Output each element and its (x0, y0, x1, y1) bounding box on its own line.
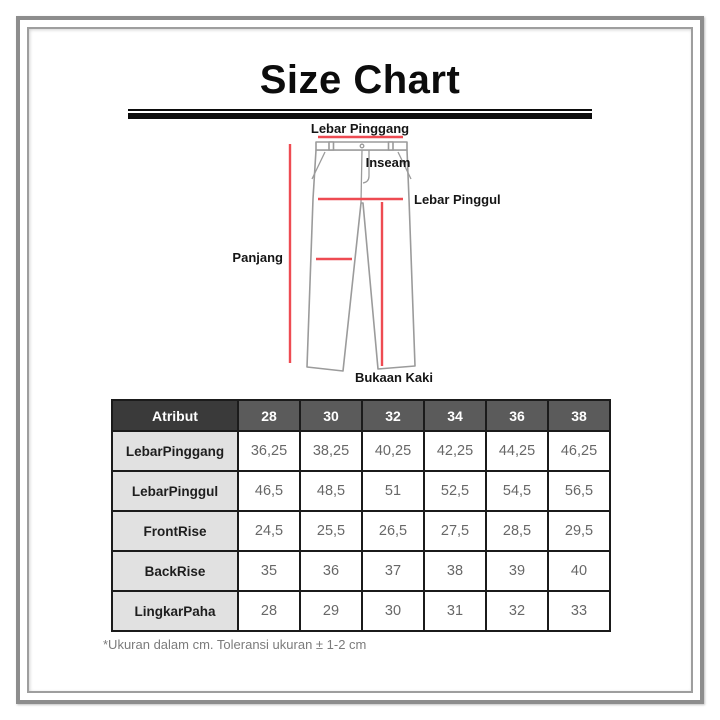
table-header-row: Atribut 28 30 32 34 36 38 (111, 399, 611, 432)
pocket-right (397, 151, 412, 180)
size-value-cell: 33 (547, 590, 611, 632)
size-tolerance-note: *Ukuran dalam cm. Toleransi ukuran ± 1-2… (103, 637, 367, 652)
column-header-size-36: 36 (485, 399, 549, 432)
table-row-lebarpinggul: LebarPinggul 46,5 48,5 51 52,5 54,5 56,5 (111, 470, 611, 512)
inseam-label: Inseam (366, 155, 411, 170)
row-label: FrontRise (111, 510, 239, 552)
table-row-lingkarpaha: LingkarPaha 28 29 30 31 32 33 (111, 590, 611, 632)
pants-diagram-svg: Lebar Pinggang Inseam Lebar Pinggul Panj… (232, 122, 501, 385)
size-value-cell: 44,25 (485, 430, 549, 472)
pants-measurement-diagram: Lebar Pinggang Inseam Lebar Pinggul Panj… (30, 122, 690, 394)
row-label: BackRise (111, 550, 239, 592)
size-value-cell: 38 (423, 550, 487, 592)
size-value-cell: 26,5 (361, 510, 425, 552)
column-header-size-32: 32 (361, 399, 425, 432)
content-area: Size Chart (30, 30, 690, 690)
size-value-cell: 56,5 (547, 470, 611, 512)
size-value-cell: 51 (361, 470, 425, 512)
size-value-cell: 35 (237, 550, 301, 592)
size-value-cell: 46,25 (547, 430, 611, 472)
fly-line (362, 150, 370, 184)
size-value-cell: 25,5 (299, 510, 363, 552)
waist-button (359, 143, 365, 149)
hip-label: Lebar Pinggul (414, 192, 501, 207)
inner-frame-border (27, 27, 693, 693)
outer-frame-border (16, 16, 704, 704)
size-value-cell: 28 (237, 590, 301, 632)
length-label: Panjang (232, 250, 283, 265)
divider-thin-line (128, 109, 592, 111)
center-seam (360, 149, 363, 204)
title-divider (128, 109, 592, 119)
size-value-cell: 38,25 (299, 430, 363, 472)
size-value-cell: 24,5 (237, 510, 301, 552)
table-row-frontrise: FrontRise 24,5 25,5 26,5 27,5 28,5 29,5 (111, 510, 611, 552)
measurement-lines (288, 135, 403, 366)
table-row-backrise: BackRise 35 36 37 38 39 40 (111, 550, 611, 592)
size-value-cell: 40,25 (361, 430, 425, 472)
belt-loop-right (387, 141, 394, 151)
pocket-left (311, 151, 326, 180)
size-value-cell: 42,25 (423, 430, 487, 472)
pants-outline (306, 141, 416, 372)
leg-opening-label: Bukaan Kaki (355, 370, 433, 385)
row-label: LebarPinggul (111, 470, 239, 512)
size-value-cell: 32 (485, 590, 549, 632)
size-value-cell: 31 (423, 590, 487, 632)
belt-loop-left (328, 141, 335, 151)
size-value-cell: 39 (485, 550, 549, 592)
size-table: Atribut 28 30 32 34 36 38 LebarPinggang … (111, 399, 611, 632)
size-value-cell: 36,25 (237, 430, 301, 472)
size-value-cell: 27,5 (423, 510, 487, 552)
pants-details (311, 143, 412, 204)
column-header-attribute: Atribut (111, 399, 239, 432)
size-value-cell: 54,5 (485, 470, 549, 512)
size-value-cell: 28,5 (485, 510, 549, 552)
size-value-cell: 29 (299, 590, 363, 632)
row-label: LebarPinggang (111, 430, 239, 472)
page-title: Size Chart (259, 58, 461, 102)
size-value-cell: 37 (361, 550, 425, 592)
row-label: LingkarPaha (111, 590, 239, 632)
size-value-cell: 48,5 (299, 470, 363, 512)
column-header-size-28: 28 (237, 399, 301, 432)
table-row-lebarpinggang: LebarPinggang 36,25 38,25 40,25 42,25 44… (111, 430, 611, 472)
waist-label: Lebar Pinggang (311, 122, 409, 136)
size-value-cell: 52,5 (423, 470, 487, 512)
size-value-cell: 30 (361, 590, 425, 632)
size-value-cell: 46,5 (237, 470, 301, 512)
column-header-size-30: 30 (299, 399, 363, 432)
column-header-size-38: 38 (547, 399, 611, 432)
column-header-size-34: 34 (423, 399, 487, 432)
size-value-cell: 40 (547, 550, 611, 592)
size-value-cell: 36 (299, 550, 363, 592)
divider-thick-line (128, 113, 592, 119)
size-value-cell: 29,5 (547, 510, 611, 552)
